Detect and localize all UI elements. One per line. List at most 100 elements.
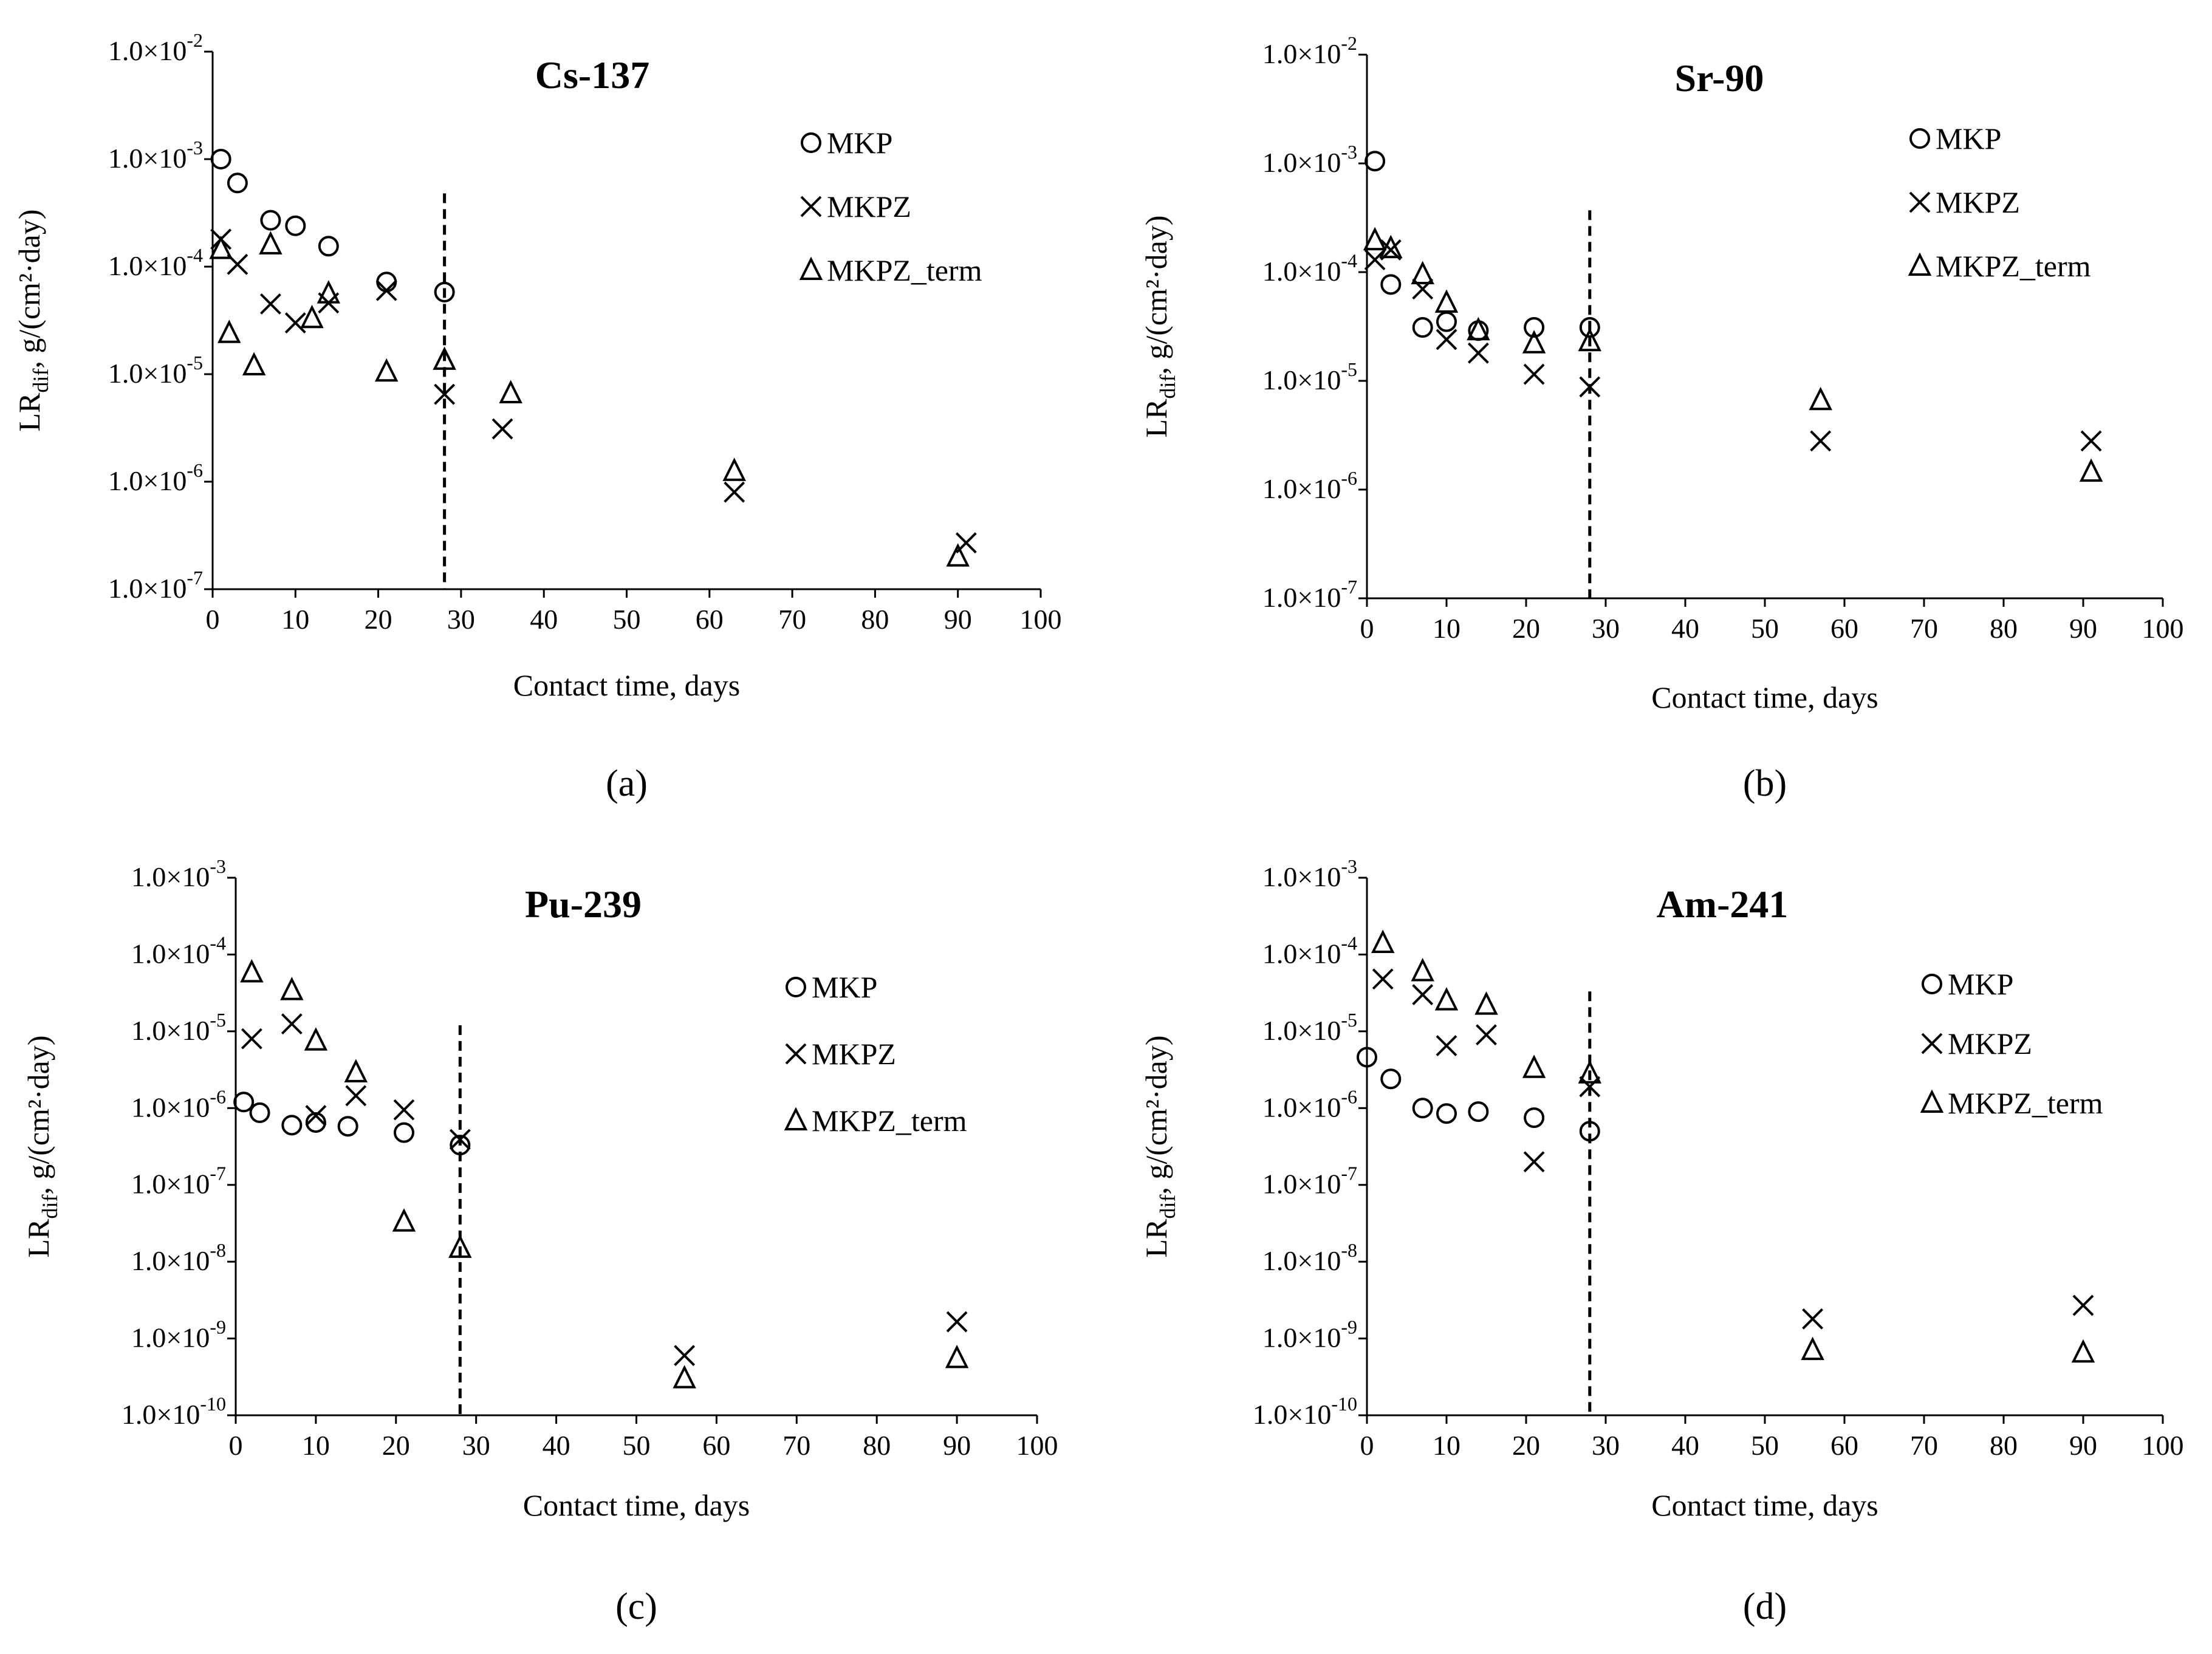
legend-triangle-icon [784,1107,808,1130]
data-point-mkp [260,210,281,231]
legend-label: MKPZ [812,1037,896,1071]
data-point-mkpz [1523,363,1545,385]
data-point-mkpz_term [259,231,282,255]
x-tick-label: 80 [863,1430,891,1461]
y-axis-label: LRdif, g/(cm²·day) [1139,215,1180,437]
data-point-mkp [1436,311,1457,332]
data-point-mkp [210,149,231,169]
x-tick-label: 90 [943,1430,971,1461]
data-point-mkpz_term [1809,386,1832,411]
data-point-mkpz_term [374,358,399,382]
panel-c: 1.0×10-10 1.0×10-9 1.0×10-8 1.0×10-7 1.0×10-… [21,855,1058,1627]
x-tick-label: 10 [1433,1430,1460,1461]
legend-triangle-icon [799,256,823,280]
data-point-mkpz_term [217,320,241,343]
data-point-mkpz [284,312,306,333]
x-tick-label: 60 [702,1430,730,1461]
panel-b: 1.0×10-7 1.0×10-6 1.0×10-5 1.0×10-4 1.0×10-3… [1139,32,2184,804]
data-point-mkpz [259,293,281,315]
y-tick-label: 1.0×10-2 [108,29,203,66]
data-point-mkpz_term [1371,929,1395,953]
x-tick-label: 80 [861,604,889,635]
x-tick-label: 30 [447,604,475,635]
legend-label: MKP [1948,967,2013,1001]
data-point-mkp [434,281,455,302]
x-tick-label: 20 [382,1430,410,1461]
data-point-mkp [1579,317,1600,338]
data-point-mkpz [281,1013,303,1035]
legend-x-icon [785,1043,807,1065]
y-axis-label: LRdif, g/(cm²·day) [1139,1035,1180,1257]
legend-label: MKPZ_term [1948,1086,2103,1120]
data-point-mkpz [375,279,397,301]
data-point-mkpz_term [1522,1054,1546,1078]
y-tick-label: 1.0×10-4 [131,932,226,969]
data-point-mkp [233,1092,255,1113]
legend-circle-icon [1909,128,1930,149]
y-tick-label: 1.0×10-6 [1262,467,1357,504]
data-point-mkp [1524,317,1545,338]
data-point-mkpz [1523,1151,1545,1173]
data-point-mkpz [1372,968,1394,990]
y-tick-label: 1.0×10-10 [122,1393,226,1430]
y-tick-label: 1.0×10-7 [131,1163,226,1200]
x-tick-label: 40 [530,604,558,635]
panel-label: (c) [615,1586,657,1627]
x-tick-label: 60 [696,604,724,635]
y-tick-label: 1.0×10-3 [131,855,226,892]
data-point-mkpz [1579,376,1601,398]
y-tick-label: 1.0×10-8 [1262,1239,1357,1276]
x-tick-label: 0 [1360,1430,1374,1461]
panel-a: 1.0×10-7 1.0×10-6 1.0×10-5 1.0×10-4 1.0×10-3… [12,29,1062,804]
x-tick-label: 30 [1592,613,1620,644]
data-point-mkpz_term [392,1208,416,1232]
y-tick-label: 1.0×10-9 [131,1316,226,1353]
x-tick-label: 20 [1512,613,1540,644]
legend-x-icon [1909,191,1931,213]
y-tick-label: 1.0×10-2 [1262,32,1357,69]
data-point-mkpz_term [1411,261,1434,284]
x-axis-label: Contact time, days [513,668,741,702]
chart-title: Sr-90 [1675,56,1764,100]
legend-circle-icon [786,977,806,997]
data-point-mkp [1524,1107,1545,1129]
x-tick-label: 0 [229,1430,243,1461]
legend-circle-icon [801,132,821,153]
data-point-mkp [1365,151,1386,172]
x-tick-label: 100 [1016,1430,1058,1461]
data-point-mkpz [345,1085,367,1107]
x-tick-label: 90 [2069,613,2097,644]
legend-label: MKPZ [827,190,911,224]
x-tick-label: 70 [778,604,806,635]
panel-label: (b) [1743,763,1787,804]
x-tick-label: 100 [2142,613,2184,644]
legend-x-icon [800,196,822,217]
data-point-mkp [1380,274,1402,295]
x-tick-label: 40 [543,1430,570,1461]
data-point-mkpz_term [300,304,324,329]
data-point-mkpz_term [2071,1339,2095,1363]
x-axis-label: Contact time, days [523,1488,750,1522]
x-tick-label: 90 [944,604,972,635]
x-tick-label: 50 [1751,613,1779,644]
data-point-mkpz_term [209,235,233,259]
legend-label: MKPZ_term [812,1104,967,1138]
x-tick-label: 0 [206,604,220,635]
data-point-mkpz [2072,1294,2094,1316]
x-tick-label: 100 [1020,604,1062,635]
y-tick-label: 1.0×10-4 [1262,932,1357,969]
chart-title: Am-241 [1657,883,1789,926]
y-tick-label: 1.0×10-6 [108,459,203,496]
panel-label: (d) [1743,1586,1787,1627]
data-point-mkp [1380,1068,1402,1090]
x-tick-label: 30 [462,1430,490,1461]
data-point-mkpz_term [242,352,266,375]
data-point-mkp [1412,317,1433,338]
data-point-mkpz [393,1099,415,1121]
x-tick-label: 10 [1433,613,1460,644]
data-point-mkp [1436,1103,1457,1124]
y-tick-label: 1.0×10-6 [1262,1085,1357,1123]
legend-label: MKPZ [1936,185,2020,219]
data-point-mkp [285,215,306,236]
x-axis-label: Contact time, days [1651,680,1878,714]
